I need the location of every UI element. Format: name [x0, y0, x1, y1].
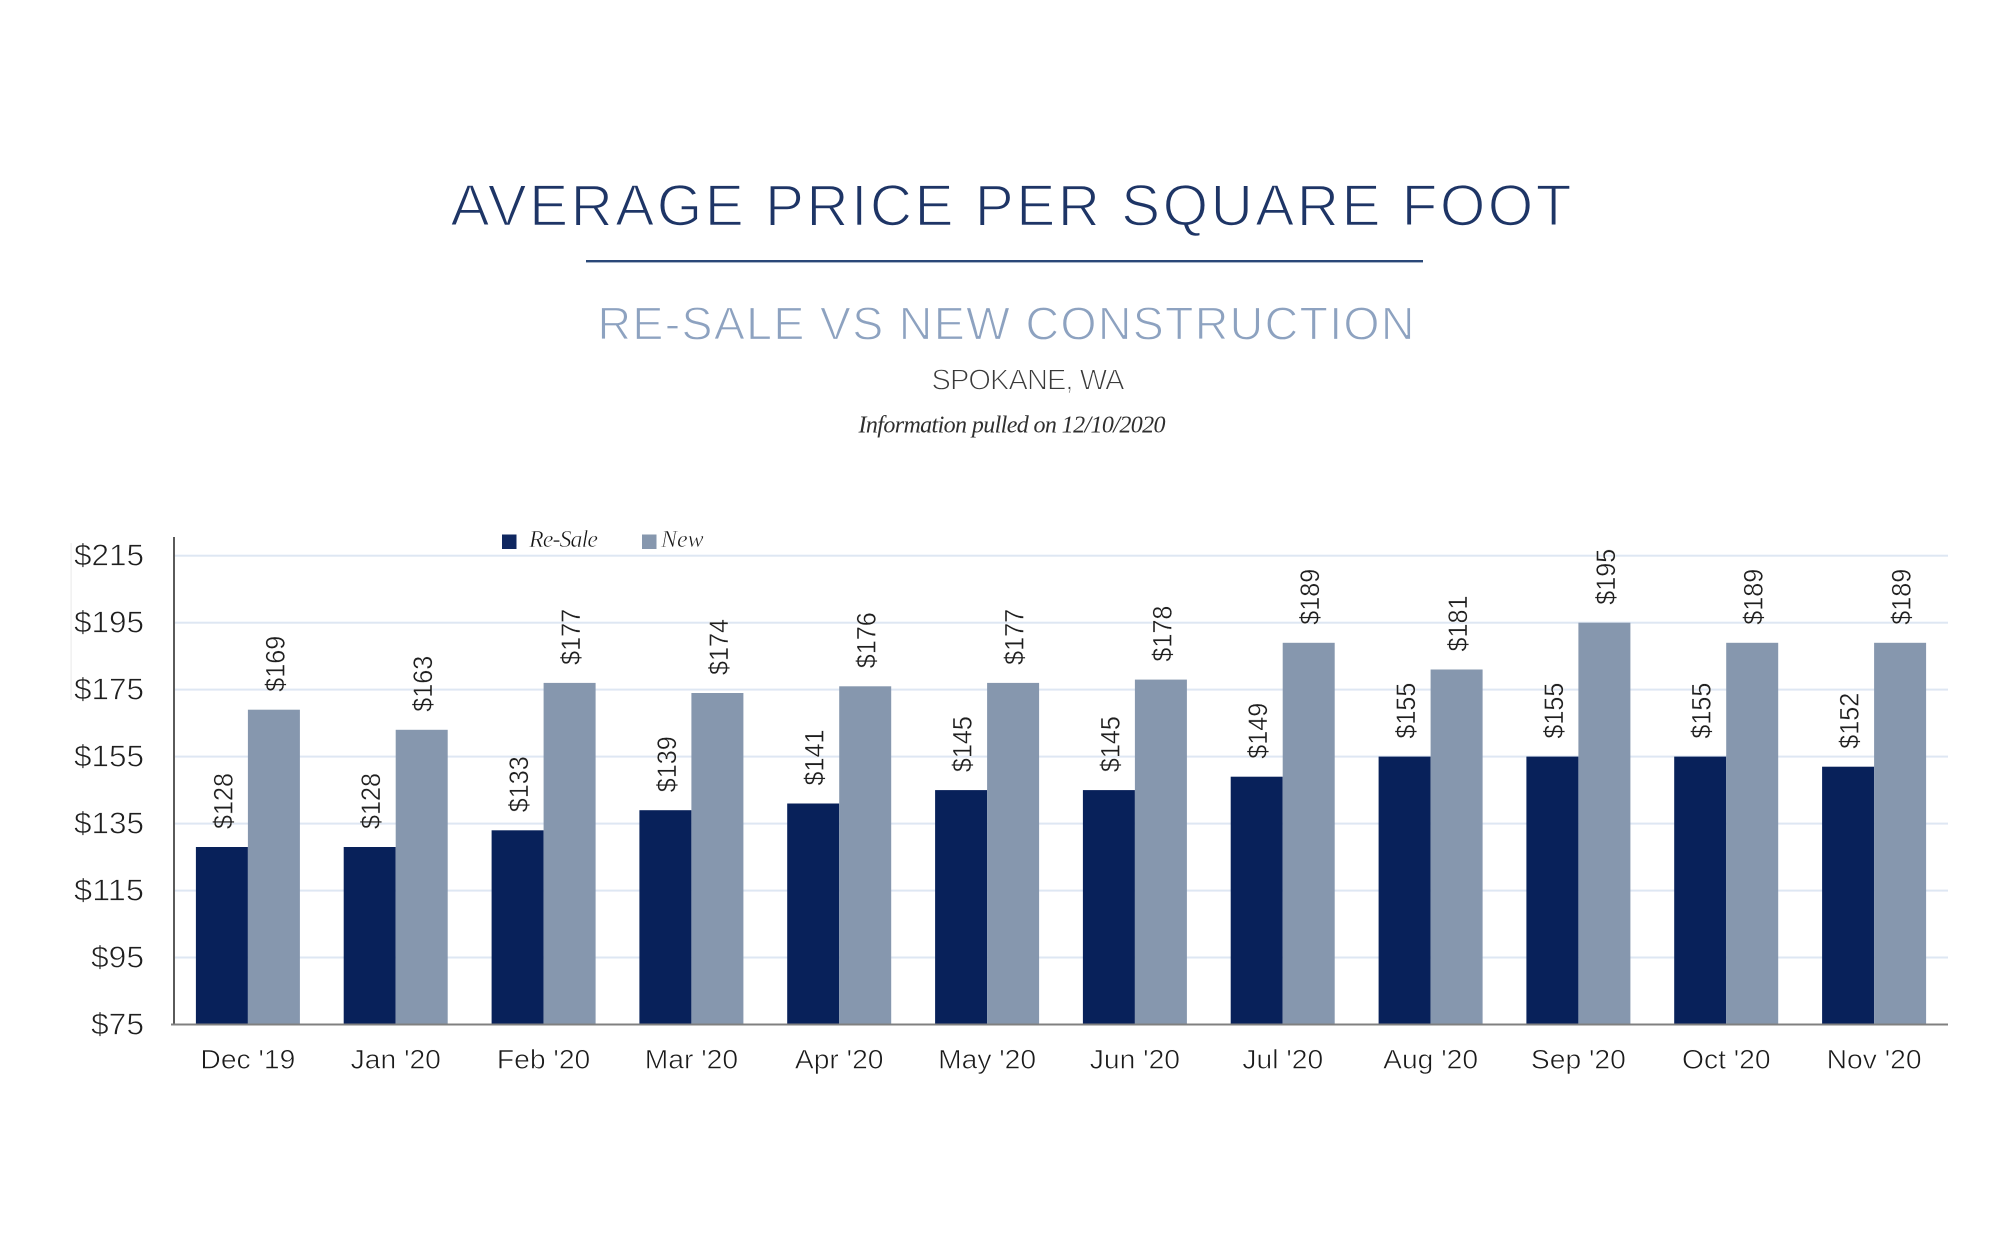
- svg-text:$163: $163: [408, 656, 438, 712]
- svg-text:Jun '20: Jun '20: [1090, 1045, 1180, 1075]
- svg-text:Apr '20: Apr '20: [795, 1045, 884, 1075]
- svg-text:$128: $128: [208, 773, 238, 829]
- svg-text:$115: $115: [74, 874, 144, 908]
- svg-text:$177: $177: [1000, 609, 1030, 665]
- svg-text:$155: $155: [74, 740, 144, 774]
- svg-text:Nov '20: Nov '20: [1827, 1045, 1922, 1075]
- svg-text:$169: $169: [260, 636, 290, 692]
- svg-text:$181: $181: [1443, 596, 1473, 652]
- svg-text:$152: $152: [1835, 693, 1865, 749]
- svg-text:$155: $155: [1687, 683, 1717, 739]
- svg-text:$176: $176: [852, 612, 882, 668]
- svg-text:$75: $75: [91, 1008, 144, 1042]
- svg-text:$189: $189: [1887, 569, 1917, 625]
- svg-text:$149: $149: [1243, 703, 1273, 759]
- svg-text:Feb '20: Feb '20: [497, 1045, 590, 1075]
- svg-text:Sep '20: Sep '20: [1531, 1045, 1626, 1075]
- svg-text:$155: $155: [1539, 683, 1569, 739]
- svg-text:$155: $155: [1391, 683, 1421, 739]
- svg-text:Dec '19: Dec '19: [200, 1045, 295, 1075]
- svg-text:$135: $135: [74, 807, 144, 841]
- svg-text:$195: $195: [1591, 549, 1621, 605]
- svg-text:$178: $178: [1147, 606, 1177, 662]
- svg-text:RE-SALE VS NEW CONSTRUCTION: RE-SALE VS NEW CONSTRUCTION: [598, 298, 1415, 350]
- svg-text:Oct '20: Oct '20: [1682, 1045, 1771, 1075]
- svg-text:$215: $215: [74, 539, 144, 573]
- svg-text:$189: $189: [1295, 569, 1325, 625]
- svg-text:May '20: May '20: [938, 1045, 1036, 1075]
- svg-text:Information pulled on 12/10/20: Information pulled on 12/10/2020: [858, 413, 1166, 439]
- svg-text:$177: $177: [556, 609, 586, 665]
- svg-text:$128: $128: [356, 773, 386, 829]
- svg-text:$133: $133: [504, 756, 534, 812]
- svg-text:Aug '20: Aug '20: [1383, 1045, 1478, 1075]
- svg-text:$175: $175: [74, 673, 144, 707]
- svg-text:$195: $195: [74, 606, 144, 640]
- svg-text:SPOKANE, WA: SPOKANE, WA: [932, 365, 1126, 397]
- svg-text:Jul '20: Jul '20: [1242, 1045, 1323, 1075]
- svg-text:$95: $95: [91, 941, 144, 975]
- svg-text:$174: $174: [704, 619, 734, 675]
- svg-text:$145: $145: [948, 716, 978, 772]
- svg-text:Jan '20: Jan '20: [351, 1045, 441, 1075]
- svg-text:Mar '20: Mar '20: [645, 1045, 738, 1075]
- svg-text:New: New: [660, 527, 704, 553]
- svg-text:$141: $141: [800, 730, 830, 786]
- svg-text:$189: $189: [1739, 569, 1769, 625]
- svg-text:AVERAGE PRICE PER SQUARE FOOT: AVERAGE PRICE PER SQUARE FOOT: [451, 174, 1572, 239]
- svg-text:Re-Sale: Re-Sale: [528, 527, 598, 553]
- svg-text:$139: $139: [652, 736, 682, 792]
- svg-text:$145: $145: [1095, 716, 1125, 772]
